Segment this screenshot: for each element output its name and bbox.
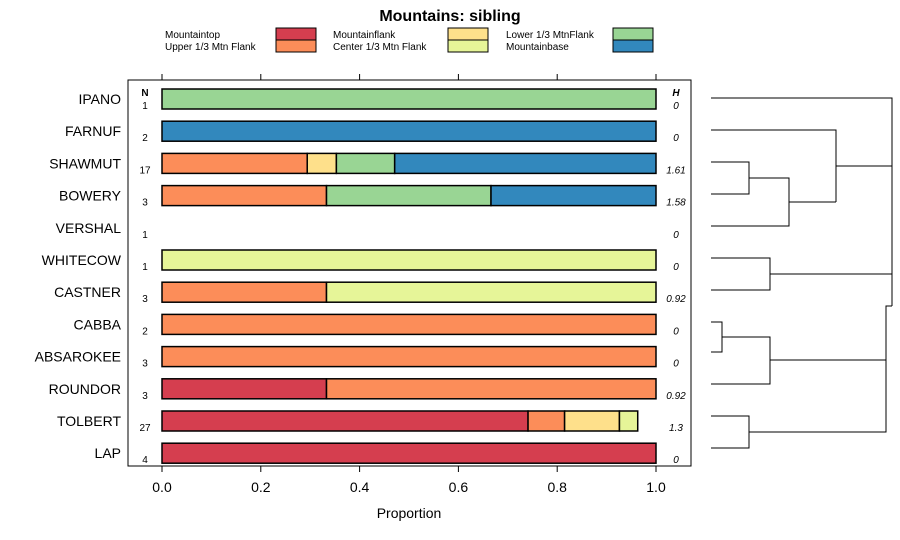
row-n-lap: 4 bbox=[142, 455, 148, 466]
dendrogram bbox=[711, 97, 893, 449]
legend-label-center-1-3-mtn-flank: Center 1/3 Mtn Flank bbox=[333, 42, 427, 53]
legend-label-lower-1-3-mtnflank: Lower 1/3 MtnFlank bbox=[506, 30, 595, 41]
bar-castner-center-1-3-mtn-flank bbox=[325, 281, 657, 303]
dendrogram-branch-cabba-absarokee bbox=[711, 321, 723, 353]
bar-shawmut-lower-1-3-mtnflank bbox=[335, 152, 396, 175]
row-label-shawmut: SHAWMUT bbox=[49, 155, 121, 171]
row-h-vershal: 0 bbox=[673, 230, 679, 241]
x-tick-label-0: 0.0 bbox=[152, 479, 172, 495]
chart-title: Mountains: sibling bbox=[379, 8, 520, 25]
x-tick-label-3: 0.6 bbox=[449, 479, 469, 495]
dendrogram-branch-lower-root bbox=[885, 305, 892, 396]
x-axis: 0.0 0.2 0.4 0.6 0.8 1.0 bbox=[152, 74, 666, 495]
bar-tolbert-mountainflank bbox=[563, 410, 621, 432]
x-tick-label-4: 0.8 bbox=[547, 479, 567, 495]
bar-bowery-upper-1-3-mtn-flank bbox=[161, 184, 328, 207]
bar-ipano-lower-1-3-mtnflank bbox=[161, 88, 657, 110]
bar-lap-mountaintop bbox=[161, 442, 657, 464]
row-label-bowery: BOWERY bbox=[59, 188, 122, 204]
row-h-lap: 0 bbox=[673, 455, 679, 466]
row-h-ipano: 0 bbox=[673, 101, 679, 112]
bar-cabba-upper-1-3-mtn-flank bbox=[161, 313, 657, 336]
row-n-ipano: 1 bbox=[142, 101, 148, 112]
bar-shawmut-mountainbase bbox=[393, 152, 657, 175]
row-label-farnuf: FARNUF bbox=[65, 123, 121, 139]
row-h-shawmut: 1.61 bbox=[666, 165, 685, 176]
row-h-tolbert: 1.3 bbox=[669, 423, 683, 434]
row-n-farnuf: 2 bbox=[142, 133, 148, 144]
legend-label-mountaintop: Mountaintop bbox=[165, 30, 220, 41]
row-n-castner: 3 bbox=[142, 294, 148, 305]
bar-farnuf-mountainbase bbox=[161, 120, 657, 142]
row-label-lap: LAP bbox=[95, 445, 121, 461]
row-label-roundor: ROUNDOR bbox=[49, 381, 121, 397]
legend-label-mountainflank: Mountainflank bbox=[333, 30, 396, 41]
legend-swatch-mountainbase bbox=[612, 39, 654, 53]
bar-roundor-upper-1-3-mtn-flank bbox=[325, 378, 657, 400]
x-tick-label-1: 0.2 bbox=[251, 479, 271, 495]
dendrogram-branch-whitecow-castner bbox=[711, 257, 771, 291]
bar-whitecow-center-1-3-mtn-flank bbox=[161, 249, 657, 271]
bar-bowery-lower-1-3-mtnflank bbox=[325, 184, 492, 207]
n-header: N bbox=[141, 88, 148, 99]
row-n-tolbert: 27 bbox=[139, 423, 151, 434]
legend-swatch-upper-1-3-mtn-flank bbox=[275, 39, 317, 53]
row-h-farnuf: 0 bbox=[673, 133, 679, 144]
row-h-bowery: 1.58 bbox=[666, 198, 686, 209]
row-label-vershal: VERSHAL bbox=[56, 220, 122, 236]
dendrogram-branch-roundor bbox=[711, 336, 771, 385]
row-n-whitecow: 1 bbox=[142, 262, 148, 273]
dendrogram-branch-tolbert-lap bbox=[711, 415, 750, 449]
dendrogram-branch-farnuf bbox=[711, 129, 837, 202]
dendrogram-branch-vershal bbox=[711, 177, 790, 227]
legend-swatch-mountainflank bbox=[447, 27, 489, 41]
row-h-roundor: 0.92 bbox=[666, 391, 686, 402]
row-label-ipano: IPANO bbox=[78, 91, 121, 107]
legend-swatch-lower-1-3-mtnflank bbox=[612, 27, 654, 41]
row-label-absarokee: ABSAROKEE bbox=[35, 349, 121, 365]
bar-shawmut-mountainflank bbox=[306, 152, 338, 175]
row-label-tolbert: TOLBERT bbox=[57, 413, 122, 429]
row-n-roundor: 3 bbox=[142, 391, 148, 402]
row-label-castner: CASTNER bbox=[54, 284, 121, 300]
row-h-castner: 0.92 bbox=[666, 294, 686, 305]
bar-castner-upper-1-3-mtn-flank bbox=[161, 281, 328, 303]
row-h-absarokee: 0 bbox=[673, 359, 679, 370]
x-axis-label: Proportion bbox=[377, 505, 442, 521]
dendrogram-branch-ipano bbox=[711, 97, 893, 306]
row-label-whitecow: WHITECOW bbox=[42, 252, 122, 268]
legend-swatch-mountaintop bbox=[275, 27, 317, 41]
row-n-vershal: 1 bbox=[142, 230, 148, 241]
rows: IPANO 1 0 FARNUF 2 0 SHAWMUT 17 1.61 BOWERY 3 1.58 V… bbox=[35, 88, 686, 466]
row-h-whitecow: 0 bbox=[673, 262, 679, 273]
bar-roundor-mountaintop bbox=[161, 378, 328, 400]
x-tick-label-5: 1.0 bbox=[646, 479, 666, 495]
legend-label-mountainbase: Mountainbase bbox=[506, 42, 569, 53]
legend-swatch-center-1-3-mtn-flank bbox=[447, 39, 489, 53]
row-label-cabba: CABBA bbox=[74, 316, 122, 332]
x-tick-label-2: 0.4 bbox=[350, 479, 370, 495]
legend-label-upper-1-3-mtn-flank: Upper 1/3 Mtn Flank bbox=[165, 42, 257, 53]
h-header: H bbox=[672, 88, 680, 99]
bar-shawmut-upper-1-3-mtn-flank bbox=[161, 152, 308, 175]
row-n-shawmut: 17 bbox=[139, 165, 151, 176]
row-n-bowery: 3 bbox=[142, 198, 148, 209]
dendrogram-branch-shawmut-bowery bbox=[711, 161, 750, 195]
bar-tolbert-mountaintop bbox=[161, 410, 529, 432]
plot-frame bbox=[127, 79, 692, 467]
bar-absarokee-upper-1-3-mtn-flank bbox=[161, 345, 657, 368]
bar-tolbert-upper-1-3-mtn-flank bbox=[527, 410, 566, 432]
row-n-absarokee: 3 bbox=[142, 359, 148, 370]
bar-tolbert-center-1-3-mtn-flank bbox=[618, 410, 639, 432]
bar-bowery-mountainbase bbox=[490, 184, 657, 207]
row-n-cabba: 2 bbox=[142, 326, 148, 337]
row-h-cabba: 0 bbox=[673, 326, 679, 337]
